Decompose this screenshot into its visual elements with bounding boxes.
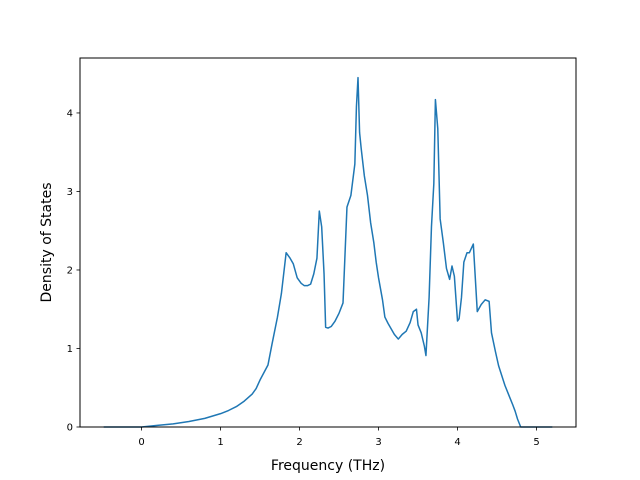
y-tick-label: 1	[67, 344, 73, 355]
x-tick-label: 2	[296, 437, 302, 448]
axes-frame	[79, 57, 577, 428]
y-axis-label: Density of States	[39, 183, 55, 303]
x-tick-label: 4	[454, 437, 460, 448]
y-tick-label: 2	[67, 265, 73, 276]
y-tick-label: 3	[67, 187, 73, 198]
x-tick-label: 1	[217, 437, 223, 448]
y-tick-label: 4	[67, 108, 73, 119]
y-axis: 0 1 2 3 4	[67, 108, 80, 434]
x-tick-label: 5	[533, 437, 539, 448]
dos-series-line	[103, 76, 553, 428]
x-tick-label: 0	[138, 437, 144, 448]
x-tick-label: 3	[375, 437, 381, 448]
x-axis-label: Frequency (THz)	[271, 458, 385, 474]
plot-area	[103, 76, 553, 428]
y-tick-label: 0	[67, 423, 73, 434]
x-axis: 0 1 2 3 4 5	[138, 427, 540, 448]
